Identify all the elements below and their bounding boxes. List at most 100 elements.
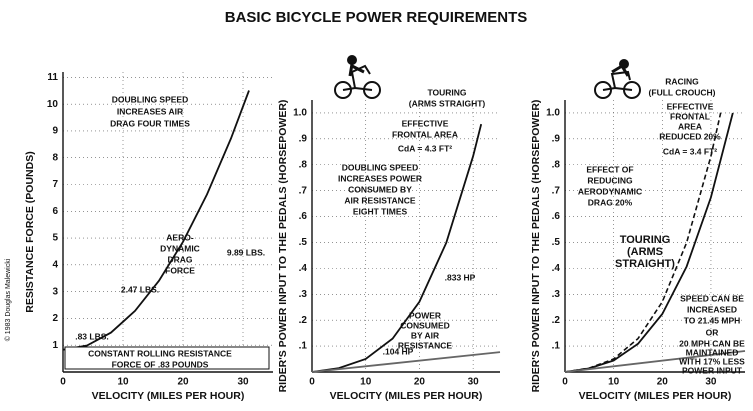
y-tick-label: .4 [552, 263, 561, 274]
x-tick-label: 30 [468, 377, 480, 388]
y-tick-label: .2 [299, 315, 308, 326]
annotation: 20 MPH CAN BE [679, 338, 745, 348]
y-tick-label: .3 [299, 289, 308, 300]
annotation: AREA [678, 121, 702, 131]
annotation: CONSTANT ROLLING RESISTANCE [88, 348, 232, 358]
curve [311, 351, 501, 373]
y-tick-label: 3 [52, 286, 58, 297]
annotation: CONSUMED [400, 320, 450, 330]
annotation: AIR RESISTANCE [344, 195, 415, 205]
annotation: DRAG [167, 254, 192, 264]
x-axis-title: VELOCITY (MILES PER HOUR) [92, 390, 245, 402]
annotation: DOUBLING SPEED [342, 162, 419, 172]
x-axis-title: VELOCITY (MILES PER HOUR) [330, 390, 483, 402]
annotation: POWER INPUT [682, 365, 743, 375]
y-axis-title: RIDER'S POWER INPUT TO THE PEDALS (HORSE… [530, 100, 542, 393]
y-tick-label: 5 [52, 233, 58, 244]
annotation: POWER [409, 310, 441, 320]
x-tick-label: 0 [60, 377, 66, 388]
annotation: DRAG FOUR TIMES [110, 118, 190, 128]
y-tick-label: 1.0 [546, 108, 560, 119]
annotation: INCREASES AIR [117, 106, 183, 116]
y-tick-label: .1 [552, 341, 561, 352]
x-tick-label: 20 [177, 377, 189, 388]
annotation: DRAG 20% [588, 197, 633, 207]
annotation: TOURING [427, 87, 466, 97]
annotation: FORCE OF .83 POUNDS [112, 359, 209, 369]
y-tick-label: .4 [299, 263, 308, 274]
annotation: 9.89 LBS. [227, 247, 265, 257]
annotation: DOUBLING SPEED [112, 94, 189, 104]
touring-rider-icon [334, 55, 381, 99]
y-tick-label: 8 [52, 152, 58, 163]
annotation: .83 LBS. [75, 331, 109, 341]
y-tick-label: .2 [552, 315, 561, 326]
annotation: FORCE [165, 265, 195, 275]
annotation: RESISTANCE [398, 340, 452, 350]
y-tick-label: 1 [52, 340, 58, 351]
curve [564, 112, 722, 373]
page-title: BASIC BICYCLE POWER REQUIREMENTS [225, 9, 528, 26]
annotation-box [64, 346, 270, 370]
x-tick-label: 30 [237, 377, 249, 388]
y-tick-label: .9 [299, 133, 308, 144]
racing-rider-icon [594, 59, 641, 99]
y-tick-label: .8 [552, 159, 561, 170]
x-tick-label: 10 [360, 377, 372, 388]
y-tick-label: .3 [552, 289, 561, 300]
y-tick-label: 1.0 [293, 108, 307, 119]
y-tick-label: .9 [552, 133, 561, 144]
y-tick-label: 11 [47, 72, 58, 83]
y-tick-label: 10 [47, 99, 59, 110]
copyright: © 1983 Douglas Malewicki [4, 258, 12, 341]
annotation: (FULL CROUCH) [649, 87, 716, 97]
annotation: TOURING [620, 234, 671, 246]
x-tick-label: 20 [414, 377, 426, 388]
annotation: STRAIGHT) [615, 258, 675, 270]
x-tick-label: 0 [309, 377, 315, 388]
annotation: (ARMS STRAIGHT) [409, 98, 486, 108]
annotation: REDUCED 20% [659, 131, 721, 141]
y-axis-title: RIDER'S POWER INPUT TO THE PEDALS (HORSE… [277, 100, 289, 393]
annotation: MAINTAINED [686, 347, 739, 357]
annotation: INCREASED [687, 304, 737, 314]
annotation: CONSUMED BY [348, 184, 412, 194]
curve [62, 90, 250, 351]
x-tick-label: 20 [657, 377, 669, 388]
y-tick-label: 6 [52, 206, 58, 217]
curve [564, 350, 746, 373]
annotation: FRONTAL AREA [392, 129, 458, 139]
y-tick-label: .5 [299, 237, 308, 248]
y-tick-label: 4 [52, 259, 58, 270]
y-tick-label: 2 [52, 313, 58, 324]
annotation: RACING [665, 76, 699, 86]
x-tick-label: 30 [705, 377, 717, 388]
annotation: CdA = 3.4 FT² [663, 146, 717, 156]
annotation: FRONTAL [670, 111, 710, 121]
curve [311, 123, 483, 373]
annotation: EIGHT TIMES [353, 206, 408, 216]
annotation: .104 HP [383, 346, 414, 356]
y-tick-label: .6 [552, 211, 561, 222]
annotation: 2.47 LBS. [121, 284, 159, 294]
annotation: EFFECTIVE [402, 118, 449, 128]
y-tick-label: 9 [52, 126, 58, 137]
x-axis-title: VELOCITY (MILES PER HOUR) [579, 390, 732, 402]
y-tick-label: .6 [299, 211, 308, 222]
y-tick-label: .1 [299, 341, 308, 352]
annotation: .833 HP [445, 272, 476, 282]
annotation: CdA = 4.3 FT² [398, 143, 452, 153]
annotation: EFFECTIVE [667, 101, 714, 111]
annotation: INCREASES POWER [338, 173, 422, 183]
annotation: (ARMS [627, 246, 663, 258]
y-axis-title: RESISTANCE FORCE (POUNDS) [24, 151, 36, 312]
annotation: OR [706, 327, 719, 337]
annotation: TO 21.45 MPH [684, 315, 741, 325]
annotation: AERODYNAMIC [578, 186, 642, 196]
y-tick-label: .7 [299, 185, 308, 196]
annotation: DYNAMIC [160, 243, 200, 253]
y-tick-label: .5 [552, 237, 561, 248]
y-tick-label: .8 [299, 159, 308, 170]
annotation: REDUCING [587, 175, 633, 185]
